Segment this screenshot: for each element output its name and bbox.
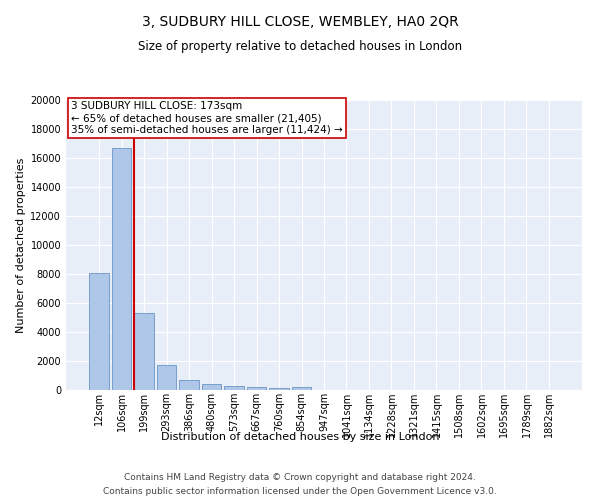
Text: Size of property relative to detached houses in London: Size of property relative to detached ho…	[138, 40, 462, 53]
Bar	[134, 313, 154, 390]
Bar	[247, 387, 266, 390]
Y-axis label: Number of detached properties: Number of detached properties	[16, 158, 26, 332]
Bar	[224, 386, 244, 390]
Text: 3 SUDBURY HILL CLOSE: 173sqm
← 65% of detached houses are smaller (21,405)
35% o: 3 SUDBURY HILL CLOSE: 173sqm ← 65% of de…	[71, 102, 343, 134]
Bar	[157, 364, 176, 390]
Bar	[292, 387, 311, 390]
Text: Contains public sector information licensed under the Open Government Licence v3: Contains public sector information licen…	[103, 488, 497, 496]
Text: 3, SUDBURY HILL CLOSE, WEMBLEY, HA0 2QR: 3, SUDBURY HILL CLOSE, WEMBLEY, HA0 2QR	[142, 15, 458, 29]
Text: Distribution of detached houses by size in London: Distribution of detached houses by size …	[161, 432, 439, 442]
Bar	[179, 380, 199, 390]
Bar	[202, 384, 221, 390]
Text: Contains HM Land Registry data © Crown copyright and database right 2024.: Contains HM Land Registry data © Crown c…	[124, 472, 476, 482]
Bar	[269, 388, 289, 390]
Bar	[89, 272, 109, 390]
Bar	[112, 148, 131, 390]
